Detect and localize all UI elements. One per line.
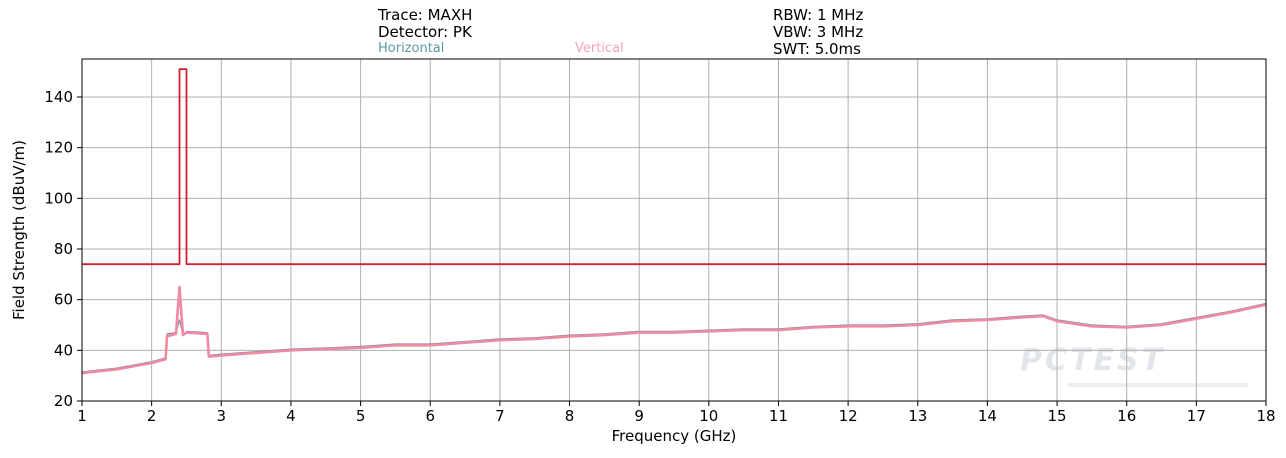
y-tick-label: 140	[44, 88, 73, 106]
x-tick-label: 10	[699, 407, 718, 425]
chart-grid	[81, 59, 1267, 402]
y-tick-label: 60	[54, 291, 73, 309]
series-horizontal-line	[81, 302, 1267, 373]
watermark-underline	[1068, 383, 1248, 387]
pctest-watermark: PCTEST	[1020, 343, 1166, 378]
x-tick-label: 15	[1048, 407, 1067, 425]
trace-info: Trace: MAXH	[378, 6, 473, 24]
swt-info: SWT: 5.0ms	[773, 40, 861, 58]
x-tick-label: 18	[1256, 407, 1275, 425]
x-tick-label: 17	[1187, 407, 1206, 425]
y-tick-label: 20	[54, 392, 73, 410]
detector-info: Detector: PK	[378, 23, 472, 41]
y-axis-label: Field Strength (dBuV/m)	[10, 140, 28, 320]
x-tick-label: 14	[978, 407, 997, 425]
legend-vertical: Vertical	[575, 41, 624, 56]
x-tick-label: 16	[1117, 407, 1136, 425]
chart-series	[81, 68, 1267, 375]
rbw-info: RBW: 1 MHz	[773, 6, 864, 24]
y-axis-ticks: 20 40 60 80 100 120 140	[44, 88, 82, 410]
x-tick-label: 2	[147, 407, 157, 425]
x-tick-label: 1	[77, 407, 87, 425]
y-tick-label: 120	[44, 139, 73, 157]
x-axis-label: Frequency (GHz)	[612, 427, 737, 445]
series-vertical-line	[81, 285, 1267, 375]
x-tick-label: 7	[495, 407, 505, 425]
plot-frame	[81, 58, 1267, 402]
legend-horizontal: Horizontal	[378, 41, 445, 56]
y-tick-label: 40	[54, 341, 73, 359]
x-tick-label: 12	[839, 407, 858, 425]
x-tick-label: 3	[217, 407, 227, 425]
x-tick-label: 8	[565, 407, 575, 425]
series-limit-line	[82, 68, 1266, 266]
y-tick-label: 80	[54, 240, 73, 258]
y-tick-label: 100	[44, 189, 73, 207]
x-axis-ticks: 1 2 3 4 5 6 7 8 9 10 11 12 13 14 15 16 17 18	[77, 401, 1276, 425]
x-tick-label: 6	[425, 407, 435, 425]
vbw-info: VBW: 3 MHz	[773, 23, 864, 41]
x-tick-label: 9	[634, 407, 644, 425]
x-tick-label: 5	[356, 407, 366, 425]
x-tick-label: 11	[769, 407, 788, 425]
x-tick-label: 13	[908, 407, 927, 425]
x-tick-label: 4	[286, 407, 296, 425]
